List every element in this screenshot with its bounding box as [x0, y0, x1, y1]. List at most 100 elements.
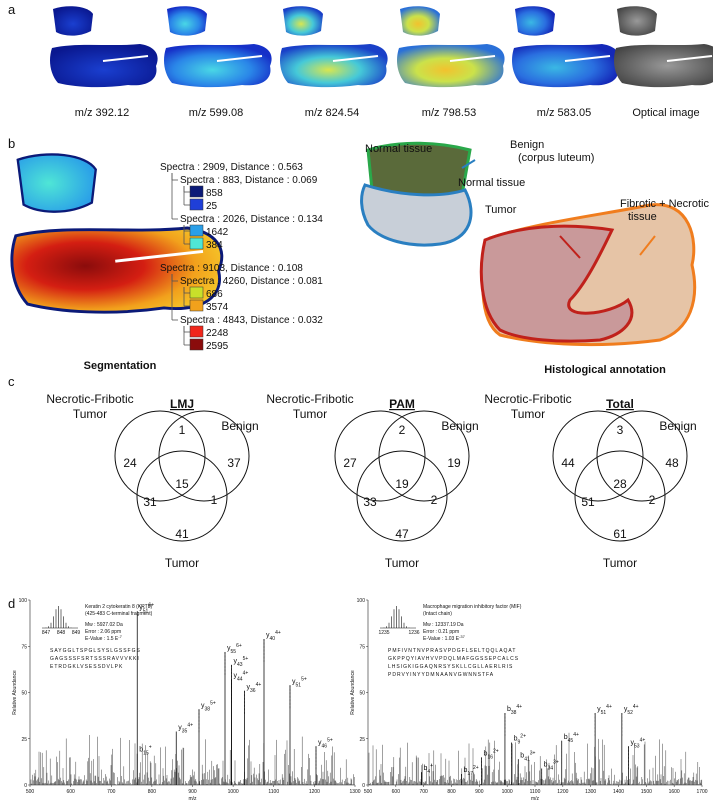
e-value-base: E-Value : 1.5 E [85, 636, 119, 642]
venn-count: 24 [123, 456, 137, 470]
x-tick-label: 600 [392, 789, 401, 795]
ion-number: 34 [548, 766, 554, 772]
ion-charge: + [149, 745, 152, 751]
ion-number: 51 [143, 608, 149, 614]
molecular-weight: Mw : 5927.02 Da [85, 622, 123, 628]
protein-name: Keratin 2 cytokeratin 8 (KRT8) [85, 604, 152, 610]
set-label: Benign [659, 419, 696, 433]
peak-label: y516+ [139, 602, 154, 614]
peak-label: y385+ [201, 700, 216, 712]
dendrogram-node: Spectra : 2026, Distance : 0.134 [180, 214, 323, 225]
peak-label: b162+ [484, 748, 499, 760]
ion-charge: 4+ [640, 737, 646, 743]
annotation: (corpus luteum) [518, 152, 594, 164]
ion-number: 17 [467, 771, 473, 777]
sequence-line: LHSIGKIGGAQNRSYSKLLCGLLAERLRIS [388, 664, 513, 670]
tissue-bottom [397, 44, 505, 88]
y-axis-label: Relative Abundance [350, 670, 356, 715]
x-tick-label: 1400 [613, 789, 624, 795]
ion-image [280, 6, 388, 88]
y-tick-label: 75 [21, 644, 27, 650]
cluster-swatch [189, 185, 204, 198]
peak-label: y354+ [178, 723, 193, 735]
venn-count: 2 [431, 493, 438, 507]
ion-number: 15 [143, 751, 149, 757]
segmentation-map [10, 153, 224, 314]
panel-label: a [8, 2, 16, 17]
protein-name: (Intact chain) [423, 611, 452, 617]
tissue-bottom [280, 44, 388, 88]
tissue-gap [564, 55, 611, 62]
sequence-line: GAGSSSFSRTSSSRAVVVKKI [50, 656, 140, 662]
x-tick-label: 900 [475, 789, 484, 795]
ion-number: 53 [634, 743, 640, 749]
dendrogram-node: Spectra : 2909, Distance : 0.563 [160, 162, 303, 173]
cluster-swatch [189, 198, 204, 211]
venn-count: 28 [613, 477, 627, 491]
cluster-size: 1642 [206, 227, 229, 238]
ion-type: y [631, 739, 635, 746]
tissue-gap [666, 55, 713, 62]
tissue-top [617, 6, 657, 36]
set-label: Necrotic-Fribotic [266, 392, 353, 406]
mass-error: Error : 0.21 ppm [423, 629, 459, 635]
spectrum-trace [368, 732, 702, 785]
tissue-top [16, 153, 97, 213]
cluster-size: 858 [206, 188, 223, 199]
ion-type: b [514, 736, 518, 743]
y-tick-label: 100 [19, 598, 28, 604]
ion-type: y [139, 604, 143, 611]
sequence-line: ETRDGKLVSESSDVLPK [50, 664, 123, 670]
peak-label: b15+ [139, 745, 151, 757]
ion-type: y [247, 684, 251, 691]
spectrum-trace [30, 735, 355, 785]
x-axis-label: m/z [188, 796, 197, 802]
venn-count: 19 [447, 456, 461, 470]
caption: Histological annotation [544, 364, 666, 376]
ion-charge: + [430, 763, 433, 769]
tissue-top [167, 6, 207, 36]
ion-charge: 2+ [493, 748, 499, 754]
x-axis-label: m/z [531, 796, 540, 802]
x-tick-label: 1600 [669, 789, 680, 795]
y-tick-label: 50 [21, 691, 27, 697]
y-tick-label: 0 [362, 783, 365, 789]
panel-label: b [8, 136, 15, 151]
cluster-swatch [189, 286, 204, 299]
tissue-gap [216, 55, 263, 62]
venn-count: 33 [363, 495, 377, 509]
sequence-line: GKPPQYIAVHVVPDQLMAFGGSSEPCALCS [388, 656, 519, 662]
ion-charge: 6+ [148, 602, 154, 608]
y-tick-label: 25 [359, 737, 365, 743]
ion-type: y [178, 725, 182, 732]
venn-count: 1 [211, 493, 218, 507]
ion-charge: 5+ [301, 676, 307, 682]
ion-number: 45 [568, 738, 574, 744]
tissue-bottom [614, 44, 713, 88]
x-tick-label: 1300 [585, 789, 596, 795]
ion-charge: 2+ [473, 765, 479, 771]
peak-label: y404+ [266, 630, 281, 642]
tissue-bottom [164, 44, 272, 88]
ion-image [50, 6, 158, 88]
cluster-swatch [189, 224, 204, 237]
ion-charge: 4+ [573, 732, 579, 738]
venn-count: 37 [227, 456, 241, 470]
dendrogram-node: Spectra : 883, Distance : 0.069 [180, 175, 318, 186]
peak-label: b343+ [544, 760, 559, 772]
ion-number: 9 [518, 740, 521, 746]
ion-number: 51 [601, 710, 607, 716]
y-tick-label: 0 [24, 783, 27, 789]
mass-error: Error : 2.06 ppm [85, 629, 121, 635]
ion-number: 43 [237, 662, 243, 668]
ion-image [164, 6, 272, 88]
venn-circle [334, 410, 426, 502]
ion-image [397, 6, 505, 88]
x-tick-label: 500 [364, 789, 373, 795]
ion-number: 44 [237, 677, 243, 683]
image-caption: m/z 583.05 [537, 107, 591, 119]
x-tick-label: 1700 [696, 789, 707, 795]
annotation: Tumor [485, 204, 517, 216]
tumor-region [479, 224, 634, 343]
ion-type: b [507, 706, 511, 713]
